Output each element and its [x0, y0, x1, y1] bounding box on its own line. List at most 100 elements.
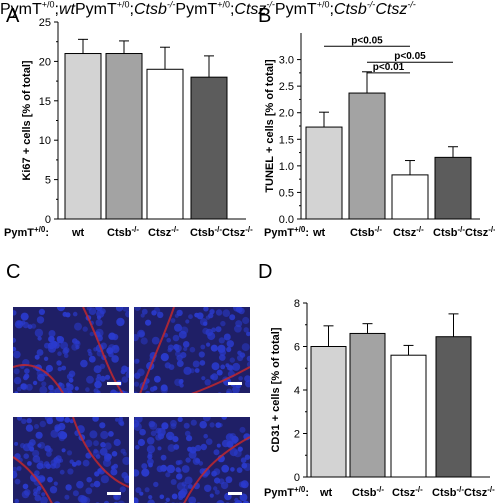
nucleus: [183, 341, 190, 348]
nucleus: [57, 336, 62, 341]
y-tick-label: 5: [45, 175, 51, 187]
nucleus: [139, 492, 143, 496]
nucleus: [165, 362, 171, 368]
nucleus: [227, 365, 233, 371]
nucleus: [114, 345, 119, 350]
nucleus: [210, 309, 215, 314]
nucleus: [183, 367, 191, 375]
x-tick-label: Ctsb-/-: [352, 485, 384, 500]
nucleus: [206, 315, 210, 319]
nucleus: [190, 447, 197, 454]
nucleus: [205, 379, 211, 385]
nucleus: [20, 383, 26, 389]
nucleus: [184, 423, 190, 429]
nucleus: [230, 467, 235, 472]
nucleus: [166, 498, 170, 502]
nucleus: [182, 482, 187, 487]
nucleus: [172, 436, 178, 442]
nucleus: [226, 347, 231, 352]
y-tick-label: 0: [294, 472, 300, 484]
nucleus: [67, 468, 73, 474]
nucleus: [237, 351, 242, 356]
nucleus: [35, 329, 43, 337]
nucleus: [185, 319, 189, 323]
nucleus: [177, 360, 184, 367]
nucleus: [215, 422, 221, 428]
nucleus: [194, 313, 199, 318]
nucleus: [175, 348, 180, 353]
nucleus: [211, 345, 218, 352]
x-tick-label: Ctsz-/-: [393, 225, 424, 240]
nucleus: [212, 362, 220, 370]
nucleus: [199, 421, 207, 429]
nucleus: [86, 376, 94, 384]
nucleus: [93, 440, 99, 446]
nucleus: [150, 387, 155, 392]
nucleus: [191, 420, 197, 426]
nucleus: [141, 469, 149, 477]
nucleus: [210, 422, 215, 427]
nucleus: [112, 451, 118, 457]
nucleus: [230, 433, 237, 440]
scale-bar: [228, 492, 242, 495]
nucleus: [61, 366, 66, 371]
nucleus: [147, 437, 155, 445]
nucleus: [23, 453, 29, 459]
nucleus: [73, 490, 79, 496]
nucleus: [94, 481, 101, 488]
scale-bar: [107, 382, 121, 385]
y-tick-label: 25: [39, 17, 51, 29]
bar: [311, 347, 346, 478]
nucleus: [221, 482, 228, 489]
nucleus: [27, 461, 32, 466]
nucleus: [241, 480, 249, 488]
y-tick-label: 0.0: [279, 214, 294, 226]
nucleus: [40, 421, 46, 427]
nucleus: [179, 380, 183, 384]
nucleus: [201, 376, 205, 380]
nucleus: [14, 442, 18, 446]
scale-bar: [107, 492, 121, 495]
nucleus: [185, 457, 190, 462]
nucleus: [215, 490, 220, 495]
micrograph-double: [134, 417, 250, 503]
nucleus: [37, 463, 44, 470]
nucleus: [167, 348, 172, 353]
nucleus: [217, 370, 223, 376]
nucleus: [46, 365, 53, 372]
nucleus: [74, 323, 82, 331]
x-tick-label: Ctsb-/-: [107, 225, 139, 240]
bar: [391, 355, 426, 477]
nucleus: [66, 382, 70, 386]
nucleus: [39, 309, 45, 315]
nucleus: [64, 417, 70, 423]
nucleus: [238, 376, 243, 381]
nucleus: [108, 431, 114, 437]
genotype-row-label: PymT+/0:: [264, 225, 309, 240]
nucleus: [89, 307, 97, 315]
nucleus: [83, 460, 90, 467]
nucleus: [237, 467, 243, 473]
nucleus: [36, 432, 43, 439]
nucleus: [206, 343, 210, 347]
nucleus: [57, 351, 62, 356]
nucleus: [100, 431, 108, 439]
nucleus: [47, 477, 53, 483]
nucleus: [229, 314, 235, 320]
nucleus: [210, 375, 215, 380]
nucleus: [207, 332, 215, 340]
y-tick-label: 0.5: [279, 187, 294, 199]
nucleus: [201, 444, 207, 450]
nucleus: [134, 359, 139, 364]
y-tick-label: 3.0: [279, 55, 294, 67]
tissue-image: [13, 307, 129, 393]
nucleus: [70, 460, 74, 464]
nucleus: [14, 377, 21, 384]
nucleus: [221, 465, 229, 473]
nucleus: [37, 336, 41, 340]
nucleus: [217, 444, 221, 448]
nucleus: [76, 481, 84, 489]
nucleus: [89, 356, 96, 363]
nucleus: [97, 315, 101, 319]
